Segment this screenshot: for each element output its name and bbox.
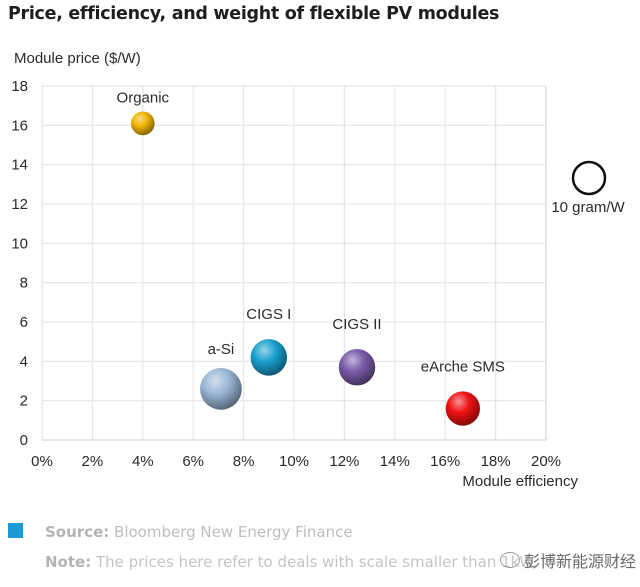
size-legend-label: 10 gram/W [551,199,625,216]
bubble-chart: 0% 2% 4% 6% 8% 10% 12% 14% 16% 18% 20% 0 2 4 6 8 10 12 14… [11,50,626,490]
grid [41,85,547,441]
x-tick-labels: 0% 2% 4% 6% 8% 10% 12% 14% 16% 18% 20% [31,453,561,470]
y-tick-label: 10 [11,235,28,252]
note-label: Note: [45,553,92,571]
y-tick-label: 2 [20,393,28,410]
bubbles [130,111,480,426]
x-tick-label: 8% [233,453,255,470]
size-legend-circle [571,160,607,196]
y-tick-label: 16 [11,117,28,134]
y-axis-label: Module price ($/W) [14,50,141,67]
chart-title: Price, efficiency, and weight of flexibl… [8,4,500,24]
x-tick-label: 6% [182,453,204,470]
bubble-cigs-i [250,339,288,376]
bubble-label: eArche SMS [421,358,505,375]
y-tick-label: 0 [20,432,28,449]
x-tick-label: 14% [380,453,410,470]
x-tick-label: 4% [132,453,154,470]
source-line: Source: Bloomberg New Energy Finance [45,523,353,541]
wechat-icon [500,552,520,568]
watermark: 彭博新能源财经 [500,548,636,572]
bubble-earche-sms [445,391,480,426]
x-tick-label: 10% [279,453,309,470]
y-tick-label: 18 [11,78,28,95]
y-tick-label: 14 [11,157,28,174]
bubble-labels: Organic a-Si CIGS I CIGS II eArche SMS [117,90,505,376]
bubble-cigs-ii [338,348,376,386]
x-tick-label: 20% [531,453,561,470]
y-tick-label: 4 [20,353,28,370]
y-tick-label: 8 [20,275,28,292]
x-tick-label: 18% [481,453,511,470]
size-legend: 10 gram/W [551,160,626,216]
bubble-label: a-Si [208,341,235,358]
bubble-organic [130,111,155,136]
x-tick-label: 2% [82,453,104,470]
source-accent-square [8,523,23,538]
x-tick-label: 16% [430,453,460,470]
note-line: Note: The prices here refer to deals wit… [45,553,537,571]
y-tick-labels: 0 2 4 6 8 10 12 14 16 18 [11,78,28,449]
bubble-label: CIGS II [332,316,381,333]
source-label: Source: [45,523,110,541]
x-tick-label: 12% [329,453,359,470]
note-text: The prices here refer to deals with scal… [95,553,538,571]
y-tick-label: 6 [20,314,28,331]
watermark-text: 彭博新能源财经 [524,552,637,571]
bubble-label: Organic [117,90,170,107]
x-axis-label: Module efficiency [462,473,578,490]
bubble-a-si [200,368,242,410]
x-tick-label: 0% [31,453,53,470]
source-text: Bloomberg New Energy Finance [114,523,353,541]
y-tick-label: 12 [11,196,28,213]
bubble-label: CIGS I [246,306,291,323]
